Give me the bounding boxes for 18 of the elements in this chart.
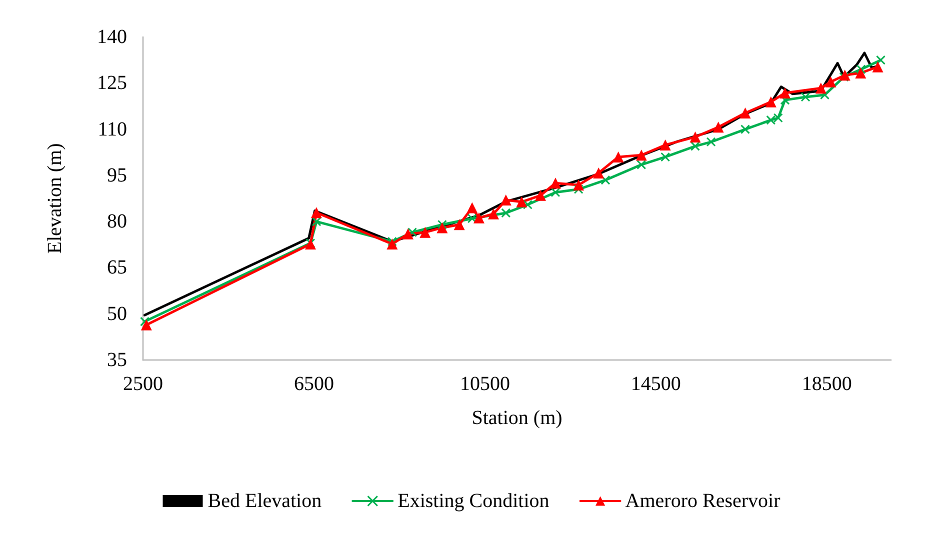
x-tick-label: 14500 [630,373,681,395]
y-tick-label: 110 [98,118,127,140]
x-tick-label: 6500 [294,373,334,395]
y-tick-label: 50 [107,302,127,325]
legend-label: Existing Condition [398,490,550,512]
y-tick-label: 95 [107,164,127,186]
legend-label: Bed Elevation [208,490,322,512]
x-tick-label: 10500 [460,373,510,395]
x-tick-label: 2500 [123,373,163,395]
y-axis-title: Elevation (m) [44,143,66,254]
y-tick-label: 35 [107,349,127,371]
x-axis-title: Station (m) [472,407,562,429]
y-tick-label: 140 [97,26,127,48]
y-tick-label: 125 [97,72,127,94]
legend-label: Ameroro Reservoir [625,490,781,512]
y-tick-label: 80 [107,210,127,233]
x-tick-label: 18500 [802,373,852,395]
y-tick-label: 65 [107,256,127,279]
